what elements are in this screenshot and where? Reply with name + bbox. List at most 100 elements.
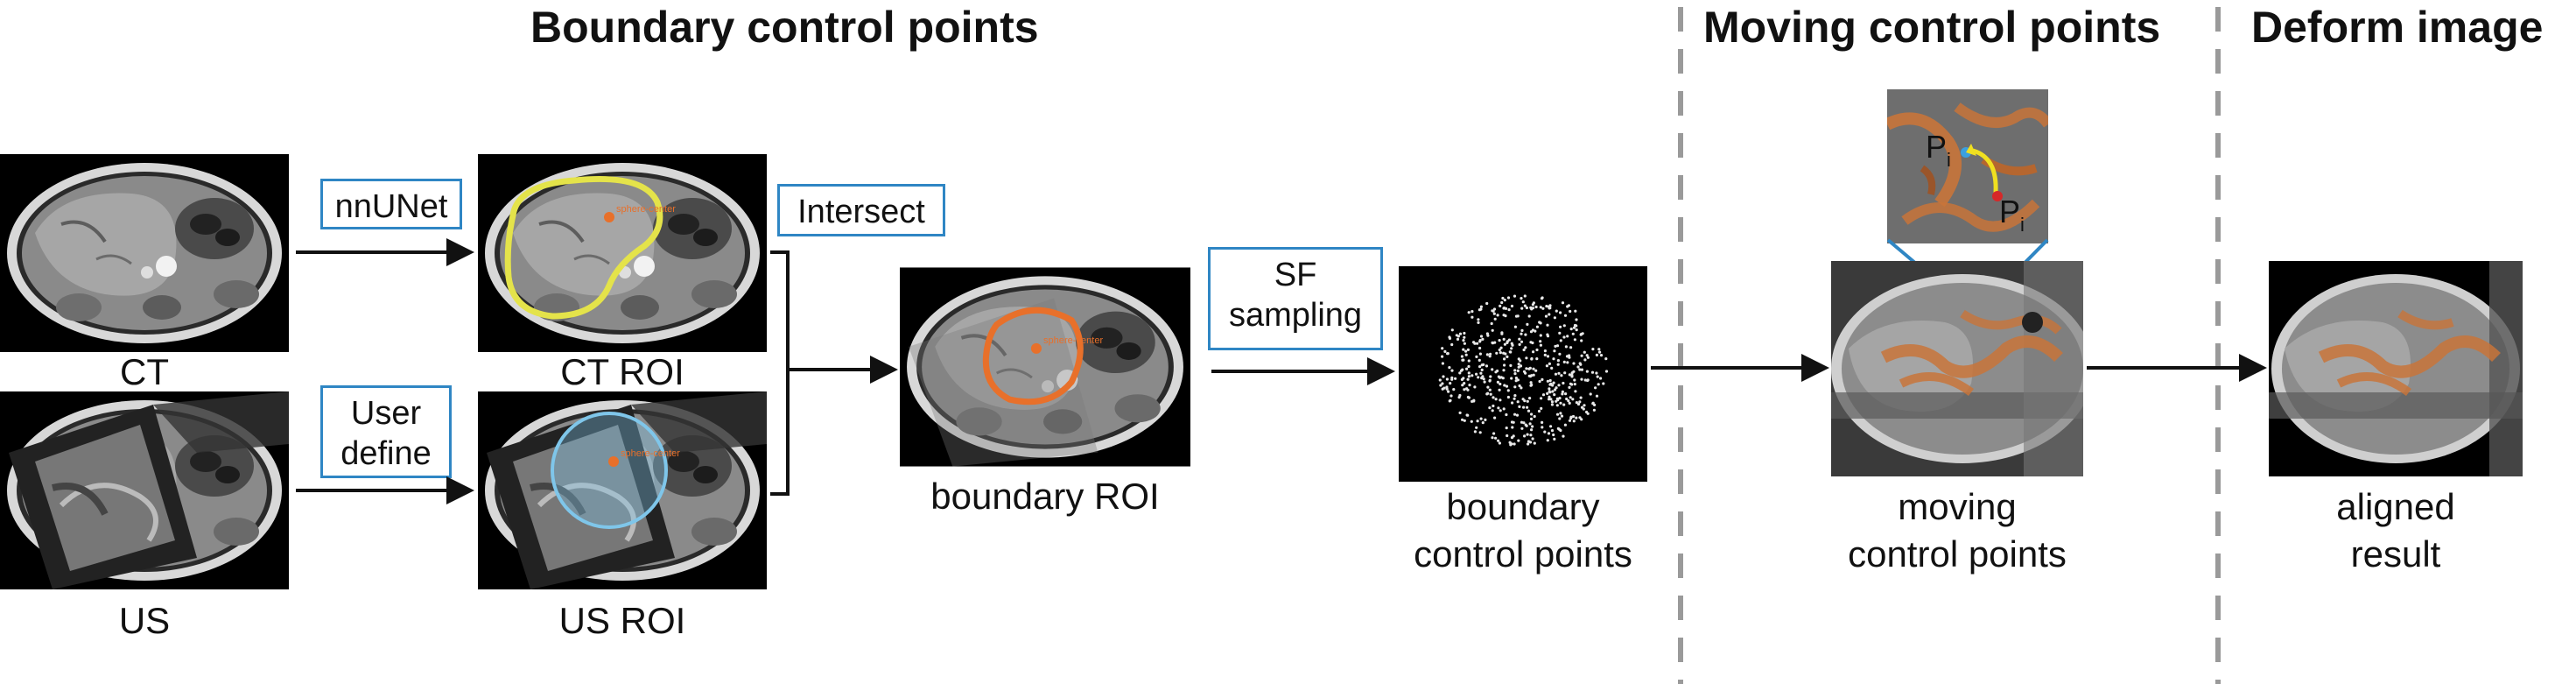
control-point: [1441, 347, 1444, 350]
control-point: [1595, 353, 1598, 356]
control-point: [1541, 426, 1544, 429]
control-point: [1510, 347, 1513, 350]
control-point: [1513, 325, 1517, 328]
control-point: [1539, 306, 1542, 309]
control-point: [1573, 338, 1576, 342]
control-point: [1496, 314, 1499, 317]
control-point: [1583, 350, 1586, 354]
us-roi-sphere: [551, 412, 668, 529]
control-point: [1461, 418, 1464, 421]
control-point: [1525, 356, 1528, 360]
control-point: [1507, 308, 1511, 312]
control-point: [1448, 399, 1451, 403]
control-point: [1511, 401, 1514, 405]
control-point: [1548, 307, 1551, 310]
control-point: [1531, 307, 1534, 310]
control-point: [1573, 383, 1576, 386]
control-point: [1463, 331, 1466, 335]
control-point: [1513, 372, 1517, 376]
control-point: [1466, 388, 1470, 391]
control-point: [1510, 436, 1514, 440]
motion-arrow: [1972, 148, 1998, 194]
control-point: [1524, 333, 1527, 336]
control-point: [1458, 411, 1462, 414]
us-roi-center-dot: [608, 456, 619, 467]
control-point: [1562, 335, 1566, 339]
control-point: [1538, 321, 1541, 324]
control-point: [1526, 322, 1529, 326]
control-point: [1534, 329, 1537, 333]
control-point: [1478, 308, 1481, 312]
control-point: [1549, 425, 1553, 428]
control-point: [1595, 371, 1598, 375]
control-point: [1473, 430, 1477, 434]
control-point: [1563, 371, 1567, 375]
control-point: [1503, 384, 1506, 387]
control-point: [1558, 397, 1562, 400]
ct-roi-tag: sphere-center: [616, 204, 676, 215]
control-point: [1476, 342, 1479, 345]
control-point: [1481, 337, 1485, 341]
control-point: [1495, 351, 1499, 355]
control-point: [1562, 403, 1566, 406]
title-boundary-control-points: Boundary control points: [530, 3, 1039, 52]
control-point: [1561, 392, 1564, 396]
control-point: [1485, 332, 1489, 335]
control-point: [1450, 342, 1454, 347]
control-point: [1491, 309, 1494, 313]
inset-label-p-end-sub: i: [1947, 149, 1951, 171]
control-point: [1441, 362, 1444, 365]
us-roi-tag: sphere-center: [621, 448, 680, 459]
caption-aligned-result-line1: aligned: [2336, 486, 2455, 527]
control-point: [1520, 332, 1523, 335]
control-point: [1517, 439, 1520, 442]
control-point: [1500, 300, 1504, 305]
control-point: [1442, 375, 1445, 378]
control-point: [1562, 324, 1566, 328]
control-point: [1541, 296, 1544, 300]
control-point: [1513, 385, 1517, 389]
control-point: [1530, 428, 1534, 432]
intersect-bracket: [770, 250, 790, 496]
control-point: [1548, 395, 1551, 398]
control-point: [1466, 348, 1470, 351]
us-roi-image: sphere-center: [478, 391, 767, 589]
control-point: [1502, 369, 1506, 372]
control-point: [1530, 374, 1534, 377]
inset-label-p-start: P: [1999, 194, 2020, 229]
control-point: [1559, 428, 1562, 433]
control-point: [1518, 384, 1521, 388]
control-point: [1446, 352, 1449, 356]
control-point: [1554, 372, 1558, 376]
control-point: [1526, 405, 1529, 409]
control-point: [1570, 373, 1574, 377]
control-point: [1586, 412, 1590, 415]
label-user-define-line2: define: [340, 435, 432, 472]
control-point: [1550, 400, 1555, 404]
control-point: [1546, 439, 1549, 442]
control-point: [1502, 307, 1506, 310]
control-point: [1559, 325, 1562, 328]
control-point: [1580, 339, 1583, 342]
control-point: [1513, 394, 1517, 398]
control-point: [1476, 420, 1479, 423]
control-point: [1548, 391, 1552, 394]
zoom-inset-image: P i P i: [1887, 89, 2048, 243]
control-point: [1458, 371, 1462, 375]
control-point: [1467, 396, 1470, 399]
control-point: [1520, 340, 1524, 343]
control-point: [1550, 366, 1554, 370]
control-point: [1580, 377, 1583, 381]
control-point: [1506, 434, 1509, 438]
control-point: [1439, 384, 1442, 387]
control-point: [1575, 318, 1578, 321]
control-point: [1516, 314, 1520, 318]
label-sf-sampling: SF sampling: [1208, 247, 1383, 350]
control-point: [1480, 377, 1484, 380]
control-point: [1518, 405, 1521, 408]
control-point: [1558, 331, 1562, 335]
control-point: [1502, 407, 1506, 411]
control-point: [1513, 413, 1517, 416]
label-nnunet: nnUNet: [320, 179, 462, 229]
